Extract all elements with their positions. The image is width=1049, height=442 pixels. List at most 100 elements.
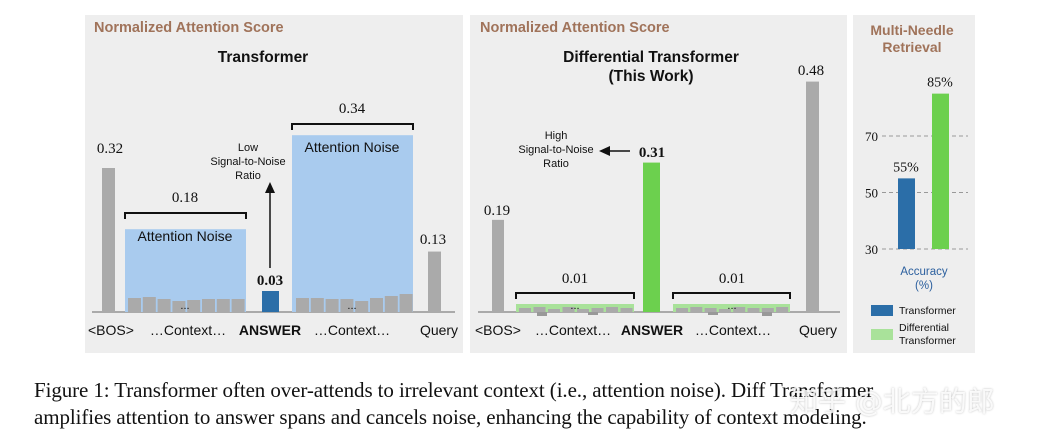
chart-title: Transformer — [218, 49, 308, 66]
caption-line-1: Figure 1: Transformer often over-attends… — [34, 378, 874, 402]
y-tick-label: 50 — [865, 186, 878, 201]
x-label-context-1: …Context… — [150, 322, 226, 338]
arrow-head-2 — [599, 146, 610, 156]
negative-bar — [537, 312, 547, 316]
bar-answer — [262, 291, 279, 312]
context-bar-2 — [548, 309, 560, 312]
context-bar — [340, 299, 354, 312]
legend-label-transformer: Transformer — [899, 305, 956, 317]
value-label-context-3: 0.01 — [562, 271, 588, 287]
context-bar — [310, 298, 324, 312]
chart-title-3-line-1: Multi-Needle — [870, 22, 953, 38]
ellipsis-1: ... — [180, 300, 189, 312]
caption-line-2: amplifies attention to answer spans and … — [34, 405, 867, 429]
context-bar — [157, 299, 171, 312]
context-bar — [216, 299, 230, 312]
x-label-answer: ANSWER — [239, 322, 301, 338]
x-label-bos-2: <BOS> — [475, 322, 521, 338]
context-bar-2 — [676, 308, 688, 312]
context-bar — [202, 299, 215, 312]
annotation-ratio-2: Ratio — [543, 158, 569, 170]
ellipsis-2: ... — [347, 300, 356, 312]
y-tick-label: 70 — [865, 129, 878, 144]
context-bar-2 — [776, 307, 789, 312]
context-bar-2 — [761, 308, 774, 312]
chart-title-2-line-1: Differential Transformer — [563, 49, 739, 66]
x-label-query: Query — [420, 322, 458, 338]
watermark: 知乎 @北方的郎 — [790, 385, 995, 418]
accuracy-label-transformer: 55% — [893, 160, 919, 175]
value-label-answer-2: 0.31 — [639, 145, 665, 161]
context-bar — [399, 294, 413, 312]
panel-header-2: Normalized Attention Score — [480, 20, 670, 36]
annotation-signal-to-noise: Signal-to-Noise — [210, 156, 285, 168]
arrow-head — [265, 182, 275, 193]
context-bar — [355, 301, 369, 312]
bar-bos-2 — [492, 219, 504, 312]
negative-bar — [588, 312, 598, 315]
context-bar-2 — [733, 307, 746, 312]
annotation-ratio: Ratio — [235, 170, 261, 182]
context-bar — [296, 298, 309, 312]
legend-swatch-transformer — [871, 305, 893, 316]
x-label-answer-2: ANSWER — [621, 322, 683, 338]
x-label-context-2: …Context… — [314, 322, 390, 338]
value-label-bos-2: 0.19 — [484, 203, 510, 219]
value-label-context-1: 0.18 — [172, 190, 198, 206]
y-tick-label: 30 — [865, 242, 878, 257]
attention-noise-label-2: Attention Noise — [305, 139, 400, 155]
accuracy-label-diff-transformer: 85% — [927, 76, 953, 91]
x-axis-unit: (%) — [915, 280, 933, 292]
bar-query — [428, 251, 441, 312]
figure-caption: Figure 1: Transformer often over-attends… — [34, 377, 1034, 431]
annotation-signal-to-noise-2: Signal-to-Noise — [518, 144, 593, 156]
figure-1: Normalized Attention Score Transformer 0.3… — [88, 20, 968, 347]
context-band-1 — [516, 304, 634, 312]
value-label-query-2: 0.48 — [798, 63, 824, 79]
ellipsis-4: ... — [727, 300, 736, 312]
value-label-context-2: 0.34 — [339, 101, 366, 117]
context-band-2 — [673, 304, 790, 312]
attention-noise-label-1: Attention Noise — [138, 228, 233, 244]
legend-label-diff-line-1: Differential — [899, 322, 949, 334]
bar-bos — [102, 168, 115, 312]
context-bar-2 — [519, 308, 531, 312]
x-label-bos: <BOS> — [88, 322, 134, 338]
value-label-bos: 0.32 — [97, 141, 123, 157]
context-bar-2 — [747, 308, 760, 312]
negative-bar — [708, 312, 718, 315]
value-label-query: 0.13 — [420, 232, 446, 248]
context-bar-2 — [606, 307, 618, 312]
brace-context-2 — [291, 123, 414, 130]
x-label-context-3: …Context… — [535, 322, 611, 338]
context-bar — [325, 299, 339, 312]
x-label-query-2: Query — [799, 322, 837, 338]
chart-title-3-line-2: Retrieval — [882, 39, 941, 55]
negative-bar — [762, 312, 772, 316]
panel-header: Normalized Attention Score — [94, 20, 284, 36]
context-bar — [187, 300, 201, 312]
accuracy-bar-diff-transformer — [932, 93, 949, 249]
x-label-context-4: …Context… — [695, 322, 771, 338]
annotation-low: Low — [238, 142, 258, 154]
legend-swatch-diff-transformer — [871, 329, 893, 340]
chart-title-2-line-2: (This Work) — [609, 68, 694, 85]
annotation-high: High — [545, 130, 568, 142]
accuracy-bar-transformer — [898, 178, 915, 249]
context-bar — [231, 299, 245, 312]
x-axis-title: Accuracy — [900, 266, 948, 278]
legend-label-diff-line-2: Transformer — [899, 335, 956, 347]
context-bar-2 — [533, 307, 546, 312]
value-label-answer: 0.03 — [257, 273, 283, 289]
context-bar-2 — [718, 309, 731, 312]
context-bar — [128, 298, 141, 312]
context-bar-2 — [591, 308, 604, 312]
context-bar — [172, 301, 186, 312]
brace-context-4 — [672, 292, 791, 299]
context-bar-2 — [562, 307, 575, 312]
context-bar — [142, 297, 156, 312]
context-bar-2 — [690, 307, 703, 312]
brace-context-1 — [124, 212, 247, 219]
context-bar — [370, 298, 383, 312]
context-bar-2 — [620, 308, 633, 312]
